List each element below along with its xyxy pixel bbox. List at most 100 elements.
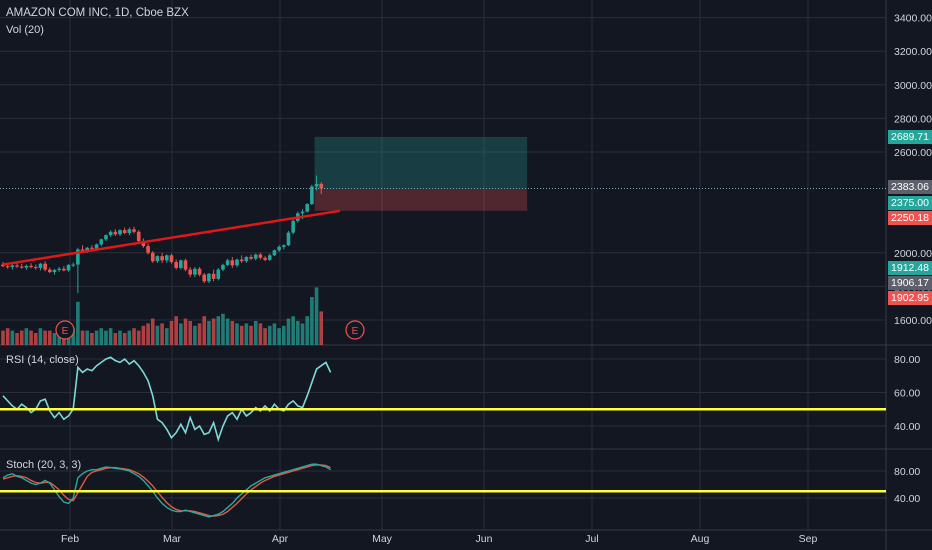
- volume-bar: [202, 316, 207, 345]
- volume-bar: [239, 325, 244, 345]
- volume-bar: [57, 330, 61, 345]
- price-tag: 1906.17: [888, 276, 932, 290]
- candle-body: [104, 235, 108, 240]
- candle-body: [263, 257, 267, 260]
- candle-body: [5, 266, 10, 268]
- candle-body: [202, 274, 207, 282]
- position-target-zone: [314, 136, 528, 190]
- stoch-pane: [0, 463, 886, 518]
- candle-body: [188, 269, 192, 275]
- time-axis-tick-label: Jul: [585, 533, 598, 545]
- candle-body: [66, 264, 71, 271]
- volume-bar: [258, 323, 263, 345]
- volume-bar: [263, 328, 267, 345]
- trendline[interactable]: [2, 209, 341, 266]
- candle-body: [211, 273, 216, 279]
- candle-body: [244, 257, 249, 262]
- price-axis-tick-label: 2800.00: [894, 113, 932, 125]
- time-axis-tick-label: May: [372, 533, 393, 545]
- volume-bar: [29, 330, 33, 345]
- candle-body: [48, 269, 52, 273]
- volume-indicator-label[interactable]: Vol (20): [6, 24, 44, 36]
- price-axis-tick-label: 2600.00: [894, 147, 932, 159]
- time-axis-tick-label: Feb: [61, 533, 79, 545]
- candle-body: [10, 265, 15, 268]
- candle-body: [80, 249, 85, 252]
- volume-bar: [296, 321, 300, 345]
- axes: 3400.00 3200.00 3000.00 2800.00 2600.00 2000.…: [61, 13, 932, 545]
- volume-bar: [310, 297, 314, 345]
- candle-body: [319, 183, 324, 189]
- volume-bar: [43, 330, 47, 345]
- candle-body: [239, 259, 244, 262]
- candle-body: [29, 265, 33, 268]
- volume-bars: [1, 287, 324, 345]
- volume-bar: [160, 323, 164, 345]
- candle-body: [150, 252, 155, 262]
- candle-body: [33, 267, 38, 269]
- candle-body: [272, 250, 277, 256]
- volume-bar: [5, 328, 10, 345]
- candlestick-series: [0, 175, 886, 294]
- rsi-pane: [0, 356, 886, 443]
- volume-bar: [136, 330, 141, 345]
- candle-body: [43, 263, 47, 270]
- volume-bar: [155, 325, 160, 345]
- volume-bar: [80, 330, 85, 345]
- rsi-axis-tick-label: 80.00: [894, 354, 920, 366]
- volume-bar: [85, 330, 90, 345]
- volume-bar: [169, 321, 174, 345]
- candle-body: [197, 268, 202, 275]
- volume-bar: [179, 323, 183, 345]
- price-axis-tick-label: 1600.00: [894, 315, 932, 327]
- candle-body: [291, 220, 295, 233]
- price-tag: 2375.00: [888, 196, 932, 210]
- trendline-segment: [2, 209, 341, 266]
- price-axis-tick-label: 3000.00: [894, 80, 932, 92]
- candle-body: [314, 183, 319, 187]
- volume-bar: [122, 333, 127, 345]
- candle-body: [310, 186, 314, 205]
- volume-bar: [267, 325, 272, 345]
- candle-body: [235, 259, 239, 266]
- price-axis-tick-label: 3400.00: [894, 13, 932, 25]
- rsi-axis-tick-label: 40.00: [894, 421, 920, 433]
- long-position-tool[interactable]: [314, 136, 528, 211]
- volume-bar: [314, 287, 319, 345]
- earnings-marker-label: E: [352, 326, 359, 337]
- candle-body: [71, 264, 75, 266]
- rsi-indicator-label[interactable]: RSI (14, close): [6, 354, 79, 366]
- time-axis-tick-label: Mar: [163, 533, 182, 545]
- candle-body: [141, 241, 146, 247]
- symbol-title[interactable]: AMAZON COM INC, 1D, Cboe BZX: [6, 7, 189, 19]
- price-tag: 1902.95: [888, 291, 932, 305]
- volume-bar: [71, 328, 75, 345]
- time-axis-tick-label: Apr: [272, 533, 289, 545]
- candle-body: [160, 256, 164, 261]
- volume-bar: [253, 321, 258, 345]
- volume-bar: [15, 333, 19, 345]
- volume-bar: [230, 321, 235, 345]
- candle-body: [62, 268, 66, 271]
- candle-body: [146, 246, 150, 253]
- candle-body: [24, 265, 29, 268]
- volume-bar: [272, 323, 277, 345]
- candle-body: [277, 246, 281, 251]
- volume-bar: [277, 328, 281, 345]
- price-tag: 2250.18: [888, 211, 932, 225]
- candle-body: [221, 264, 225, 270]
- volume-bar: [76, 301, 80, 345]
- candle-body: [253, 254, 258, 259]
- volume-bar: [48, 330, 52, 345]
- stoch-indicator-label[interactable]: Stoch (20, 3, 3): [6, 459, 82, 471]
- volume-bar: [1, 330, 5, 345]
- volume-bar: [183, 318, 188, 345]
- candle-body: [258, 254, 263, 258]
- volume-bar: [300, 323, 305, 345]
- volume-bar: [52, 333, 57, 345]
- volume-bar: [319, 311, 324, 345]
- candle-body: [1, 264, 5, 267]
- candle-body: [216, 269, 221, 279]
